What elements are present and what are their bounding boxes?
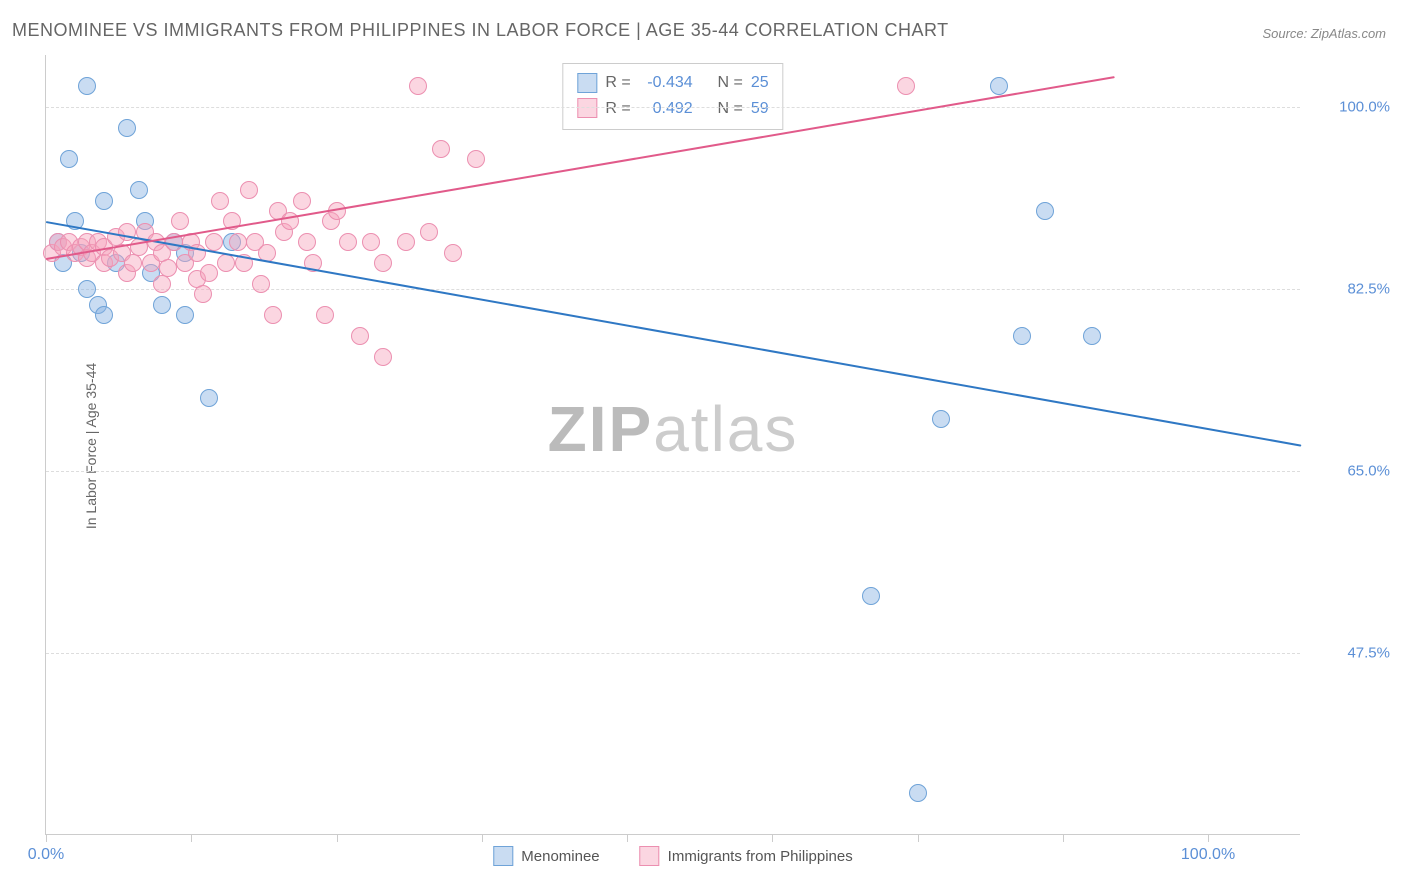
- legend: Menominee Immigrants from Philippines: [493, 846, 852, 866]
- data-point: [200, 264, 218, 282]
- gridline: [46, 653, 1300, 654]
- legend-label-b: Immigrants from Philippines: [668, 848, 853, 865]
- data-point: [432, 140, 450, 158]
- data-point: [95, 306, 113, 324]
- legend-label-a: Menominee: [521, 848, 599, 865]
- x-tick: [46, 834, 47, 842]
- data-point: [217, 254, 235, 272]
- data-point: [124, 254, 142, 272]
- legend-swatch-b: [640, 846, 660, 866]
- legend-item-b: Immigrants from Philippines: [640, 846, 853, 866]
- swatch-series-a: [577, 73, 597, 93]
- data-point: [374, 348, 392, 366]
- x-tick: [337, 834, 338, 842]
- data-point: [159, 259, 177, 277]
- legend-swatch-a: [493, 846, 513, 866]
- n-value-a: 25: [751, 70, 769, 96]
- data-point: [130, 181, 148, 199]
- data-point: [444, 244, 462, 262]
- x-tick-label: 100.0%: [1181, 846, 1235, 864]
- corr-row-series-a: R = -0.434 N = 25: [577, 70, 768, 96]
- x-tick: [1208, 834, 1209, 842]
- x-tick: [918, 834, 919, 842]
- data-point: [171, 212, 189, 230]
- data-point: [153, 275, 171, 293]
- data-point: [897, 77, 915, 95]
- chart-title: MENOMINEE VS IMMIGRANTS FROM PHILIPPINES…: [12, 20, 949, 41]
- x-tick: [627, 834, 628, 842]
- data-point: [118, 119, 136, 137]
- data-point: [909, 784, 927, 802]
- data-point: [298, 233, 316, 251]
- gridline: [46, 107, 1300, 108]
- watermark: ZIPatlas: [548, 392, 799, 466]
- y-tick-label: 100.0%: [1310, 99, 1390, 116]
- data-point: [932, 410, 950, 428]
- data-point: [264, 306, 282, 324]
- data-point: [293, 192, 311, 210]
- data-point: [467, 150, 485, 168]
- data-point: [1083, 327, 1101, 345]
- data-point: [78, 280, 96, 298]
- data-point: [862, 587, 880, 605]
- data-point: [229, 233, 247, 251]
- data-point: [1036, 202, 1054, 220]
- x-tick: [1063, 834, 1064, 842]
- data-point: [409, 77, 427, 95]
- x-tick: [482, 834, 483, 842]
- data-point: [351, 327, 369, 345]
- y-tick-label: 82.5%: [1310, 281, 1390, 298]
- corr-row-series-b: R = 0.492 N = 59: [577, 96, 768, 122]
- data-point: [1013, 327, 1031, 345]
- x-tick-label: 0.0%: [28, 846, 64, 864]
- x-tick: [191, 834, 192, 842]
- data-point: [420, 223, 438, 241]
- gridline: [46, 289, 1300, 290]
- data-point: [60, 150, 78, 168]
- source-attribution: Source: ZipAtlas.com: [1262, 26, 1386, 41]
- legend-item-a: Menominee: [493, 846, 599, 866]
- data-point: [95, 192, 113, 210]
- data-point: [153, 296, 171, 314]
- data-point: [78, 77, 96, 95]
- data-point: [397, 233, 415, 251]
- y-tick-label: 65.0%: [1310, 463, 1390, 480]
- chart-container: MENOMINEE VS IMMIGRANTS FROM PHILIPPINES…: [0, 0, 1406, 892]
- data-point: [205, 233, 223, 251]
- x-tick: [772, 834, 773, 842]
- n-value-b: 59: [751, 96, 769, 122]
- swatch-series-b: [577, 98, 597, 118]
- data-point: [240, 181, 258, 199]
- data-point: [374, 254, 392, 272]
- correlation-box: R = -0.434 N = 25 R = 0.492 N = 59: [562, 63, 783, 130]
- y-tick-label: 47.5%: [1310, 645, 1390, 662]
- data-point: [990, 77, 1008, 95]
- data-point: [194, 285, 212, 303]
- plot-area: ZIPatlas R = -0.434 N = 25 R = 0.492 N =…: [45, 55, 1300, 835]
- data-point: [176, 306, 194, 324]
- data-point: [252, 275, 270, 293]
- data-point: [316, 306, 334, 324]
- data-point: [339, 233, 357, 251]
- data-point: [211, 192, 229, 210]
- gridline: [46, 471, 1300, 472]
- r-value-b: 0.492: [639, 96, 693, 122]
- trend-line: [46, 221, 1301, 447]
- r-value-a: -0.434: [639, 70, 693, 96]
- data-point: [200, 389, 218, 407]
- data-point: [362, 233, 380, 251]
